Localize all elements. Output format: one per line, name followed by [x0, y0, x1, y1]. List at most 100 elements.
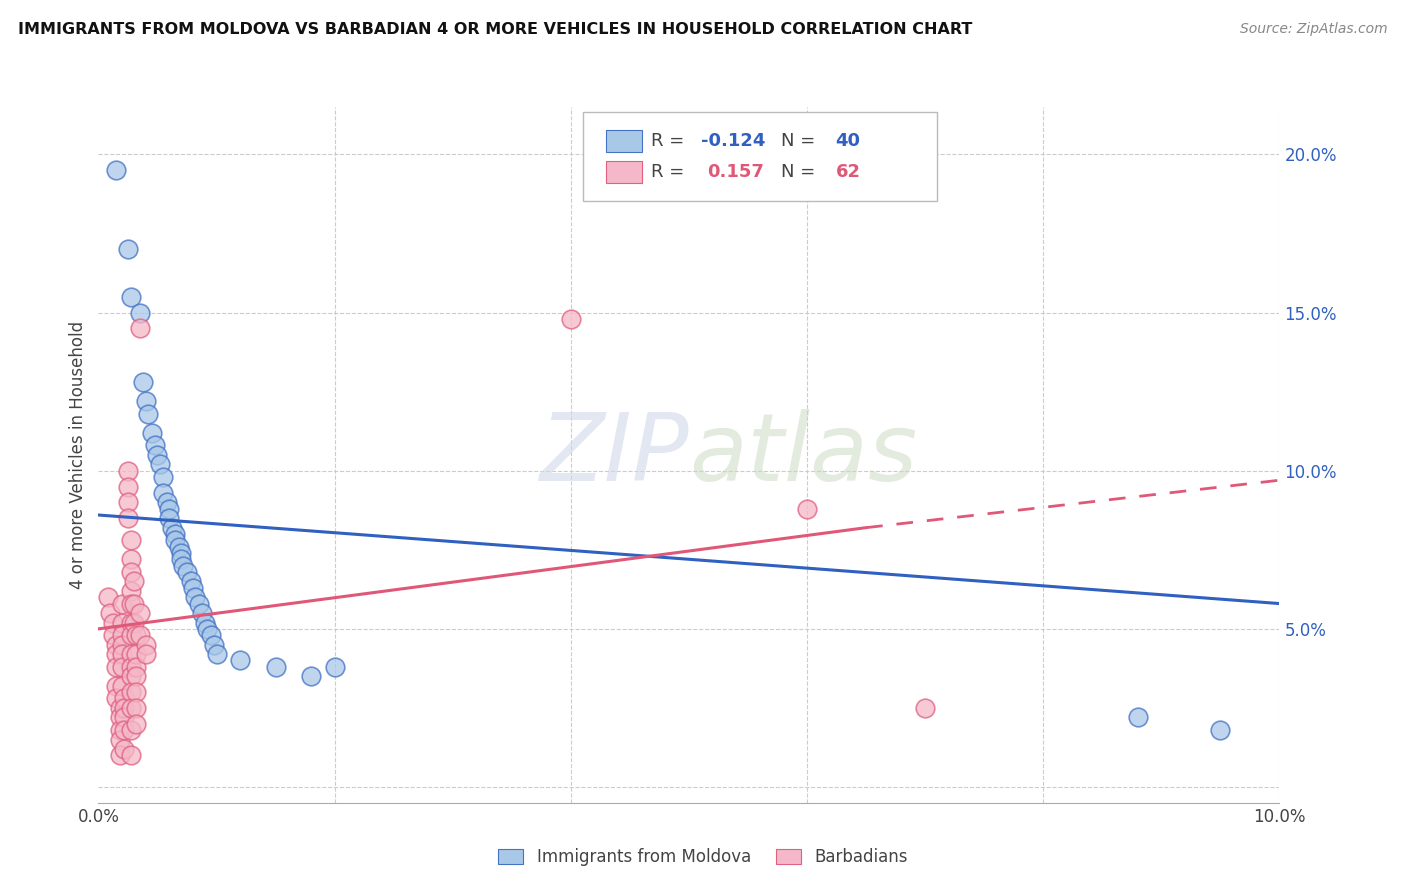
Point	[128, 321, 150, 335]
Point	[167, 540, 190, 554]
Point	[121, 685, 143, 699]
Point	[125, 647, 148, 661]
Point	[149, 458, 172, 472]
Point	[112, 691, 135, 706]
Legend: Immigrants from Moldova, Barbadians: Immigrants from Moldova, Barbadians	[489, 840, 917, 875]
Point	[184, 591, 207, 605]
Point	[111, 615, 134, 630]
Point	[194, 615, 217, 630]
Point	[121, 701, 143, 715]
Bar	[606, 130, 641, 153]
Point	[146, 448, 169, 462]
Point	[914, 701, 936, 715]
Point	[125, 701, 148, 715]
Point	[135, 394, 157, 409]
Point	[111, 638, 134, 652]
Point	[108, 710, 131, 724]
Point	[117, 511, 139, 525]
Point	[172, 558, 194, 573]
Point	[156, 495, 179, 509]
Point	[111, 597, 134, 611]
Point	[157, 511, 180, 525]
Point	[121, 748, 143, 763]
Point	[264, 660, 287, 674]
Point	[128, 305, 150, 319]
Point	[101, 628, 124, 642]
Point	[121, 669, 143, 683]
Point	[299, 669, 322, 683]
Y-axis label: 4 or more Vehicles in Household: 4 or more Vehicles in Household	[69, 321, 87, 589]
FancyBboxPatch shape	[582, 112, 936, 201]
Point	[111, 679, 134, 693]
Point	[560, 312, 582, 326]
Point	[97, 591, 120, 605]
Point	[181, 581, 204, 595]
Point	[121, 565, 143, 579]
Point	[117, 243, 139, 257]
Point	[117, 464, 139, 478]
Text: ZIP: ZIP	[540, 409, 689, 500]
Point	[105, 638, 128, 652]
Point	[176, 565, 198, 579]
Point	[121, 628, 143, 642]
Text: 62: 62	[835, 162, 860, 181]
Point	[152, 470, 174, 484]
Point	[121, 290, 143, 304]
Text: N =: N =	[782, 162, 821, 181]
Point	[111, 647, 134, 661]
Text: atlas: atlas	[689, 409, 917, 500]
Text: 40: 40	[835, 132, 860, 150]
Point	[143, 438, 166, 452]
Text: -0.124: -0.124	[700, 132, 765, 150]
Bar	[606, 161, 641, 183]
Point	[135, 638, 157, 652]
Point	[112, 701, 135, 715]
Point	[1209, 723, 1232, 737]
Point	[128, 606, 150, 620]
Point	[152, 486, 174, 500]
Point	[125, 716, 148, 731]
Point	[187, 597, 209, 611]
Point	[200, 628, 222, 642]
Point	[229, 653, 252, 667]
Point	[157, 501, 180, 516]
Point	[108, 732, 131, 747]
Point	[122, 597, 145, 611]
Point	[125, 669, 148, 683]
Point	[141, 425, 163, 440]
Point	[112, 742, 135, 756]
Point	[108, 701, 131, 715]
Text: N =: N =	[782, 132, 821, 150]
Text: R =: R =	[651, 132, 690, 150]
Point	[170, 552, 193, 566]
Point	[205, 647, 228, 661]
Point	[125, 660, 148, 674]
Point	[180, 574, 202, 589]
Point	[111, 628, 134, 642]
Point	[121, 723, 143, 737]
Point	[170, 546, 193, 560]
Point	[105, 691, 128, 706]
Point	[105, 647, 128, 661]
Point	[796, 501, 818, 516]
Text: Source: ZipAtlas.com: Source: ZipAtlas.com	[1240, 22, 1388, 37]
Point	[132, 375, 155, 389]
Point	[165, 533, 187, 548]
Point	[121, 583, 143, 598]
Point	[117, 495, 139, 509]
Text: R =: R =	[651, 162, 690, 181]
Point	[121, 660, 143, 674]
Point	[108, 723, 131, 737]
Point	[111, 660, 134, 674]
Point	[160, 521, 183, 535]
Point	[202, 638, 225, 652]
Point	[121, 533, 143, 548]
Point	[136, 407, 159, 421]
Point	[135, 647, 157, 661]
Point	[122, 574, 145, 589]
Point	[125, 628, 148, 642]
Point	[128, 628, 150, 642]
Point	[191, 606, 214, 620]
Point	[101, 615, 124, 630]
Text: IMMIGRANTS FROM MOLDOVA VS BARBADIAN 4 OR MORE VEHICLES IN HOUSEHOLD CORRELATION: IMMIGRANTS FROM MOLDOVA VS BARBADIAN 4 O…	[18, 22, 973, 37]
